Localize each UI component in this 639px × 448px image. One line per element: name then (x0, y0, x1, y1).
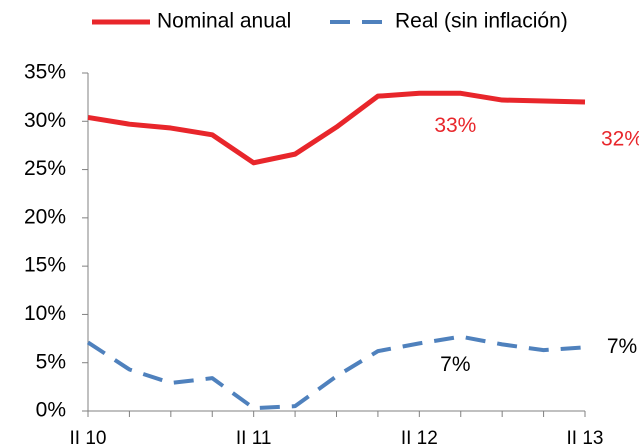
x-tick-label: II 11 (236, 428, 272, 448)
y-tick-label: 5% (36, 350, 66, 373)
x-tick-label: II 10 (70, 428, 107, 448)
x-tick-label: II 12 (401, 428, 438, 448)
data-label: 7% (440, 353, 470, 376)
y-tick-label: 10% (24, 302, 66, 325)
y-tick-label: 20% (24, 205, 66, 228)
series-line (86, 334, 586, 411)
x-tick-label: II 13 (567, 428, 604, 448)
data-label: 32% (601, 128, 639, 151)
y-tick-label: 15% (24, 254, 66, 277)
legend-label: Nominal anual (157, 10, 291, 33)
y-tick-label: 35% (24, 61, 66, 84)
y-tick-label: 25% (24, 157, 66, 180)
y-tick-label: 0% (36, 399, 66, 422)
data-label: 33% (434, 114, 476, 137)
data-label: 7% (607, 335, 637, 358)
legend-label: Real (sin inflación) (395, 10, 568, 33)
series-line (87, 90, 586, 166)
y-tick-label: 30% (24, 109, 66, 132)
